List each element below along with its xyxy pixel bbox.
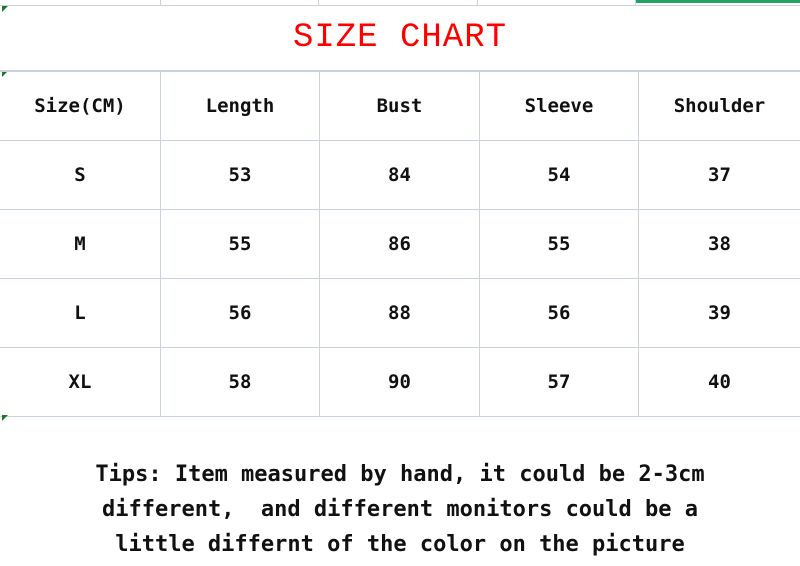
table-row: M 55 86 55 38 [0,209,800,279]
cell: 38 [638,209,800,279]
top-gridline-strip [0,0,800,6]
cell: 90 [319,347,480,417]
cell: 39 [638,278,800,348]
tips-line: little differnt of the color on the pict… [115,532,685,557]
cell-comment-marker-icon [2,415,8,421]
cell: 40 [638,347,800,417]
header-cell: Size(CM) [0,71,161,141]
header-cell: Bust [319,71,480,141]
cell: 58 [160,347,320,417]
cell: 54 [479,140,639,210]
cell: 56 [479,278,639,348]
cell: 57 [479,347,639,417]
header-row: Size(CM) Length Bust Sleeve Shoulder [0,71,800,141]
table-row: L 56 88 56 39 [0,278,800,348]
cell: 56 [160,278,320,348]
header-cell: Length [160,71,320,141]
size-table: Size(CM) Length Bust Sleeve Shoulder S 53… [0,71,800,417]
cell: 86 [319,209,480,279]
cell: 37 [638,140,800,210]
table-row: S 53 84 54 37 [0,140,800,210]
cell: 53 [160,140,320,210]
cell: 88 [319,278,480,348]
cell: 84 [319,140,480,210]
cell: M [0,209,161,279]
header-cell: Shoulder [638,71,800,141]
tips-note: Tips: Item measured by hand, it could be… [0,415,800,566]
tips-line: different, and different monitors could … [101,497,699,522]
cell: 55 [160,209,320,279]
header-cell: Sleeve [479,71,639,141]
cell: XL [0,347,161,417]
table-row: XL 58 90 57 40 [0,347,800,417]
cell: S [0,140,161,210]
cell: 55 [479,209,639,279]
cell-comment-marker-icon [2,6,8,12]
cell: L [0,278,161,348]
selected-cell-indicator [636,0,800,3]
chart-title: SIZE CHART [0,6,800,71]
tips-line: Tips: Item measured by hand, it could be… [95,462,705,487]
